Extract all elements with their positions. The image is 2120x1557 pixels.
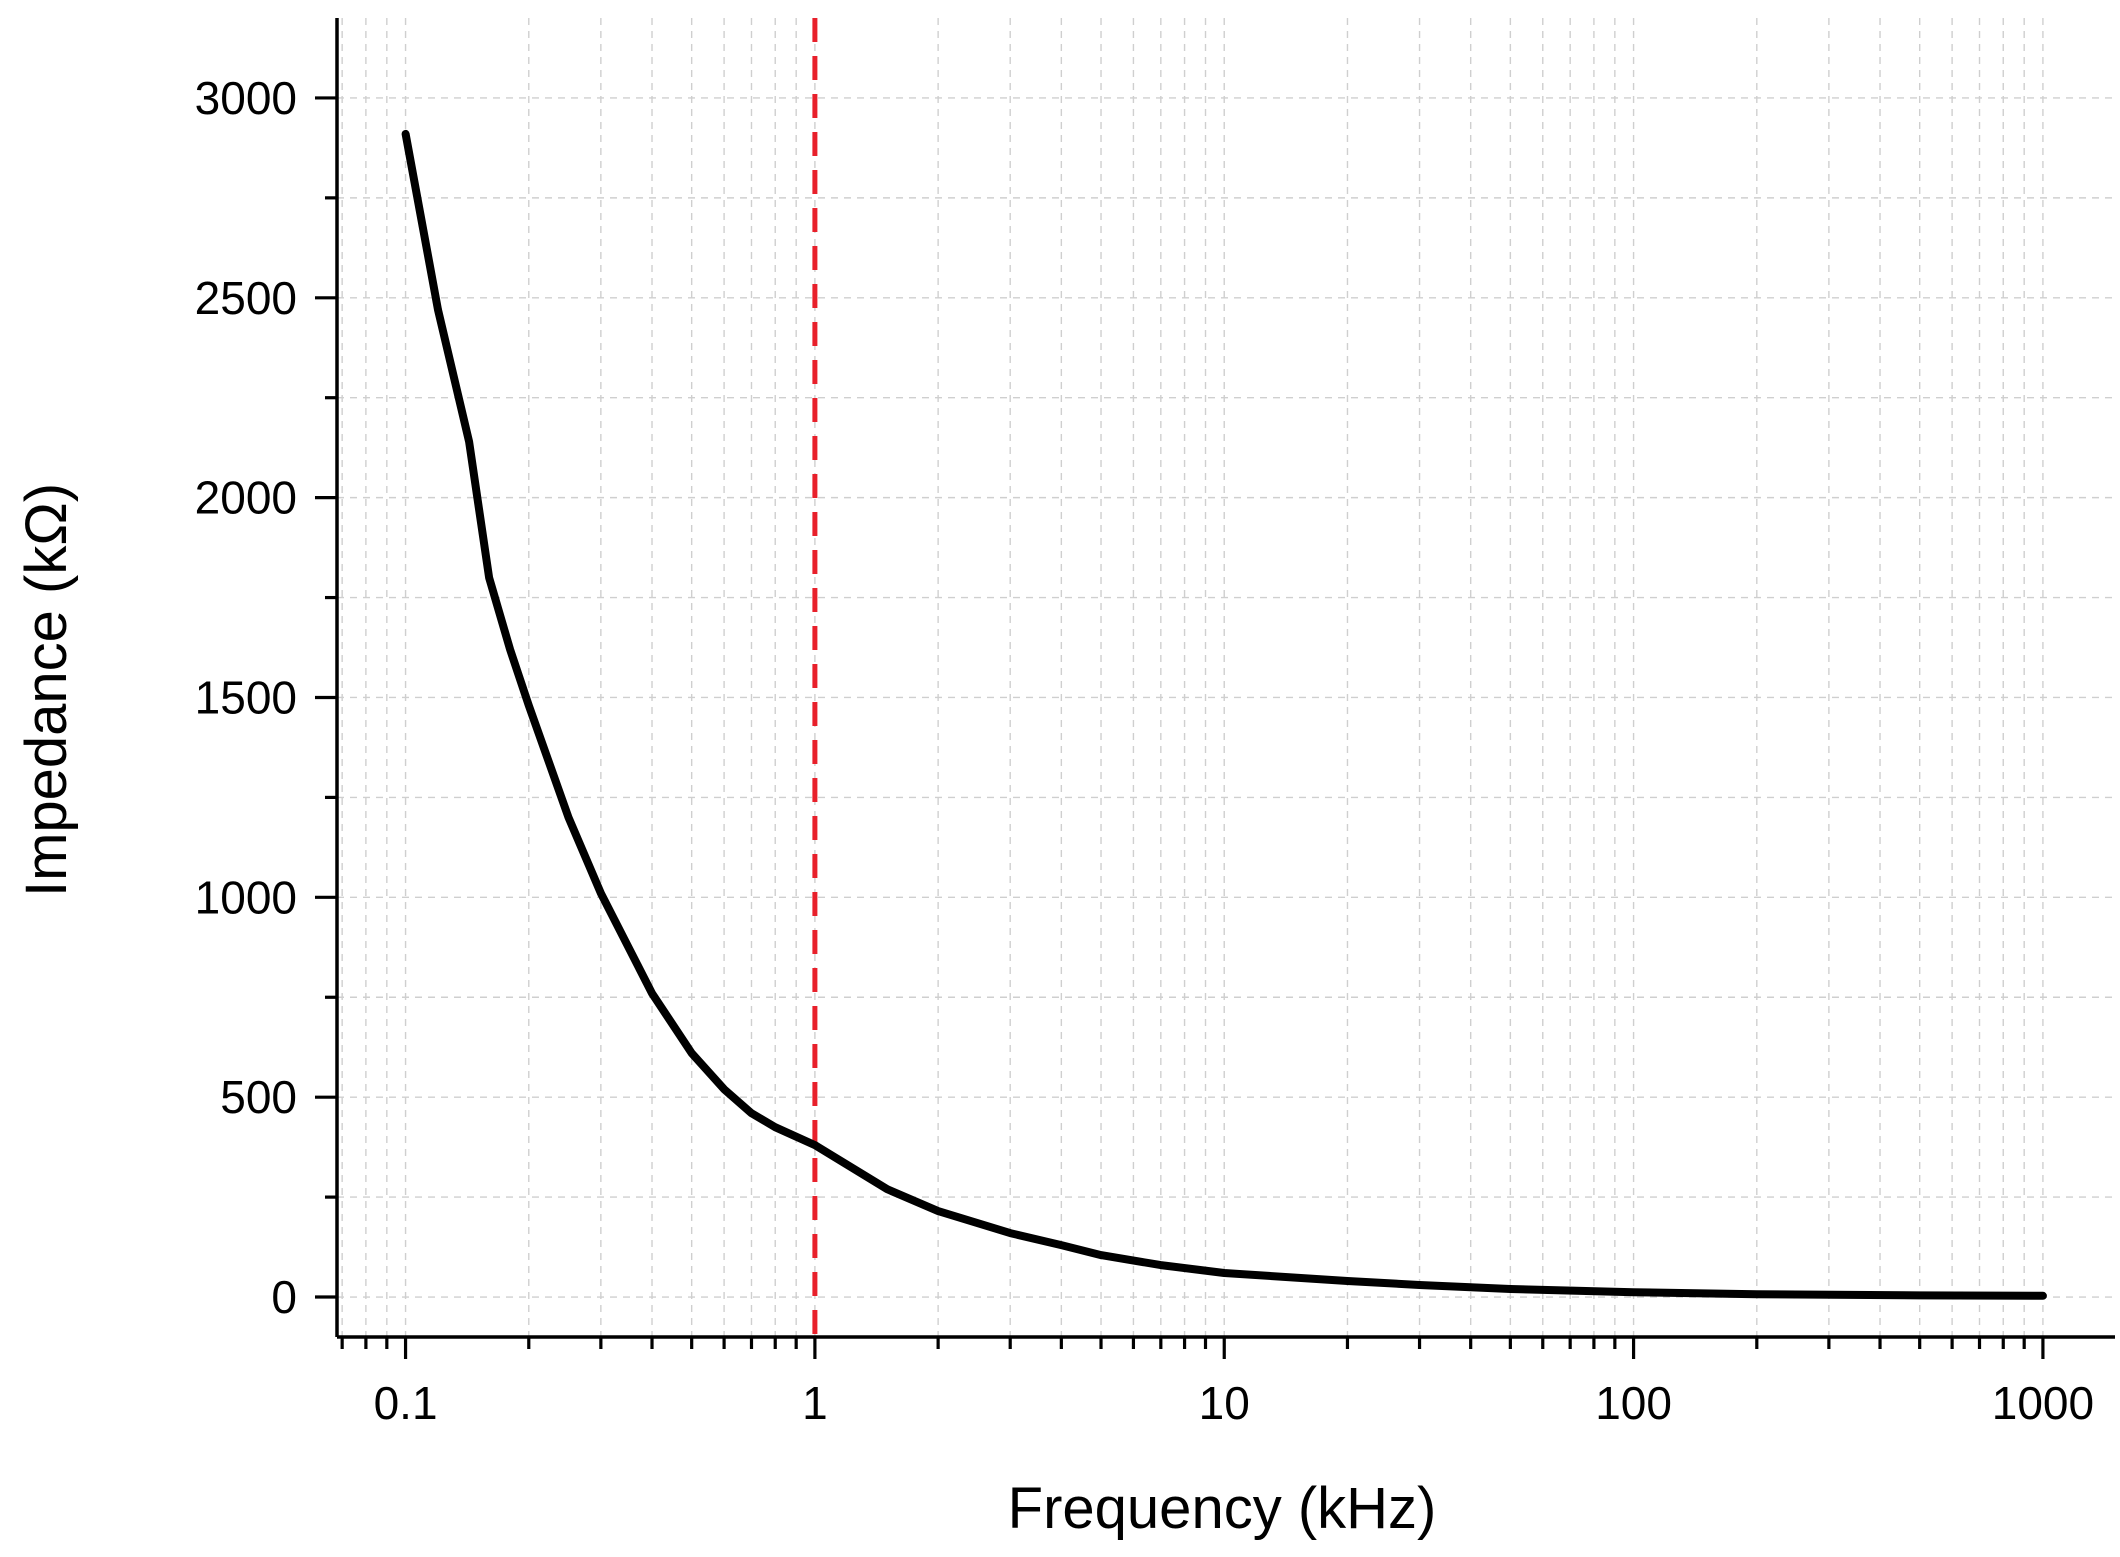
impedance-curve <box>401 129 2047 1300</box>
y-axis-title: Impedance (kΩ) <box>14 483 79 897</box>
y-tick-label: 1500 <box>195 671 297 723</box>
y-tick-label: 2000 <box>195 472 297 524</box>
x-tick-label: 1 <box>802 1377 828 1429</box>
x-tick-label: 100 <box>1595 1377 1672 1429</box>
x-tick-label: 0.1 <box>374 1377 438 1429</box>
x-tick-label: 10 <box>1199 1377 1250 1429</box>
y-tick-label: 3000 <box>195 72 297 124</box>
axes <box>335 18 2115 1339</box>
y-tick-label: 2500 <box>195 272 297 324</box>
y-tick-label: 1000 <box>195 871 297 923</box>
x-tick-label: 1000 <box>1992 1377 2094 1429</box>
tick-labels: 0.1 1 10 100 1000 0 500 1000 1500 2000 2500 3000 <box>195 72 2094 1429</box>
x-axis-title: Frequency (kHz) <box>1008 1476 1437 1541</box>
y-tick-label: 500 <box>220 1071 297 1123</box>
y-tick-label: 0 <box>271 1271 297 1323</box>
ticks <box>315 96 2045 1359</box>
grid-lines <box>337 18 2115 1337</box>
series-group <box>401 129 2047 1300</box>
